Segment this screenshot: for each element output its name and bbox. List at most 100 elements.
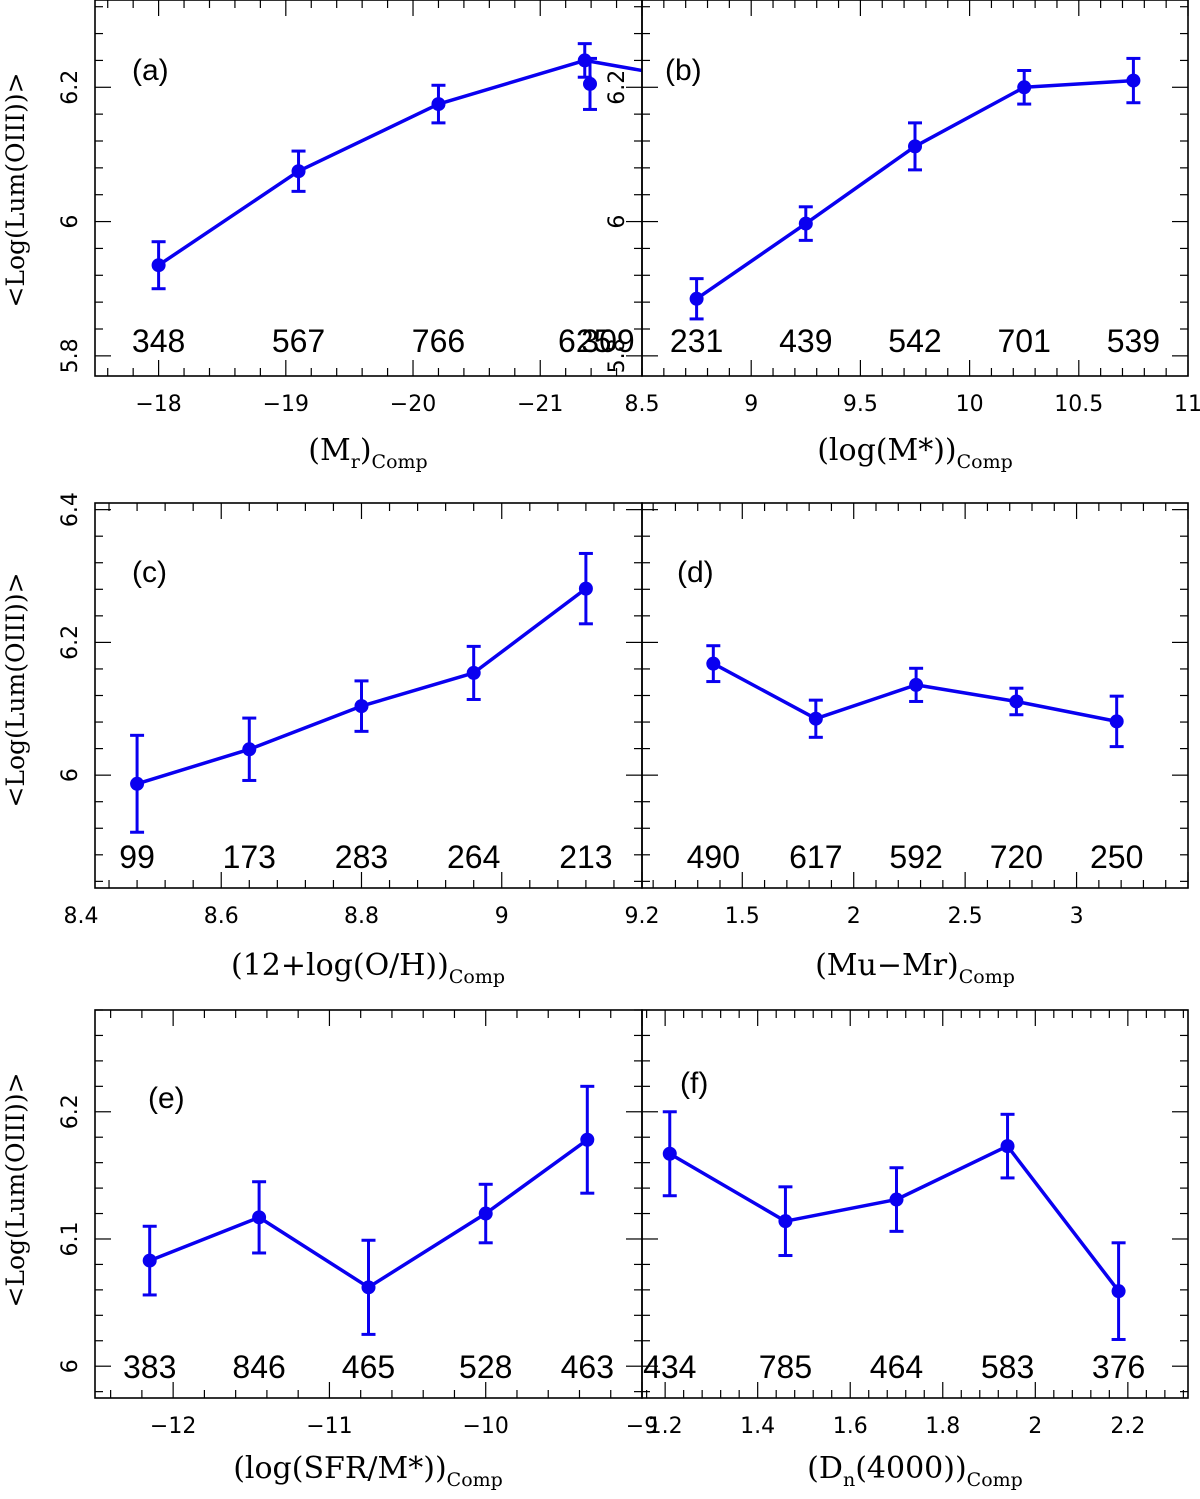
data-point bbox=[1126, 73, 1141, 88]
count-label: 567 bbox=[272, 323, 325, 359]
count-label: 99 bbox=[119, 839, 155, 875]
count-label: 846 bbox=[232, 1349, 285, 1385]
data-point bbox=[778, 1214, 793, 1229]
x-tick-label: 2.5 bbox=[948, 904, 983, 929]
y-tick-label: 5.8 bbox=[605, 338, 630, 373]
y-tick-label: 6 bbox=[58, 215, 83, 229]
chart-panel-3: 8.4 8.6 8.8 9 9.2 6 6.2 6.4 99 173 283 264 213 (c) (12… bbox=[58, 492, 660, 988]
data-point bbox=[1000, 1139, 1015, 1154]
data-point bbox=[909, 677, 924, 692]
x-tick-label: 8.4 bbox=[63, 904, 98, 929]
y-axis-label-row1: <Log(Lum(OIII))> bbox=[1, 72, 30, 307]
panel-label: (f) bbox=[680, 1067, 708, 1100]
plot-frame bbox=[94, 0, 643, 377]
x-axis-label: (Mr)Comp bbox=[308, 433, 427, 473]
data-point bbox=[706, 656, 721, 671]
x-tick-label: 8.5 bbox=[625, 392, 660, 417]
count-label: 465 bbox=[342, 1349, 395, 1385]
count-label: 348 bbox=[132, 323, 185, 359]
x-axis-label: (Dn(4000))Comp bbox=[807, 1451, 1023, 1491]
data-point bbox=[291, 164, 306, 179]
y-tick-label: 6 bbox=[58, 768, 83, 782]
data-point bbox=[1111, 1284, 1126, 1299]
data-point bbox=[130, 776, 145, 791]
count-label: 539 bbox=[1107, 323, 1160, 359]
panel-label: (c) bbox=[132, 556, 167, 589]
data-point bbox=[1009, 694, 1024, 709]
y-tick-label: 5.8 bbox=[58, 338, 83, 373]
x-axis-label: (log(M*))Comp bbox=[817, 433, 1013, 473]
count-label: 434 bbox=[643, 1349, 696, 1385]
data-point bbox=[889, 1192, 904, 1207]
x-tick-label: 8.6 bbox=[204, 904, 239, 929]
count-label: 464 bbox=[870, 1349, 923, 1385]
y-tick-label: 6.1 bbox=[58, 1221, 83, 1256]
panel-label: (a) bbox=[132, 54, 169, 87]
data-point bbox=[908, 139, 922, 154]
x-tick-label: 9 bbox=[495, 904, 509, 929]
count-label: 264 bbox=[447, 839, 500, 875]
count-label: 376 bbox=[1092, 1349, 1145, 1385]
data-point bbox=[361, 1280, 376, 1295]
data-point bbox=[1109, 714, 1124, 729]
x-tick-label: 8.8 bbox=[344, 904, 379, 929]
x-tick-label: 11 bbox=[1174, 392, 1200, 417]
data-point bbox=[354, 699, 369, 714]
count-label: 583 bbox=[981, 1349, 1034, 1385]
count-label: 213 bbox=[559, 839, 612, 875]
count-label: 542 bbox=[888, 323, 941, 359]
count-label: 173 bbox=[223, 839, 276, 875]
count-label: 283 bbox=[335, 839, 388, 875]
plot-frame bbox=[94, 502, 643, 889]
count-label: 309 bbox=[581, 323, 634, 359]
x-tick-label: −11 bbox=[306, 1414, 352, 1439]
x-tick-label: −9 bbox=[626, 1414, 658, 1439]
count-label: 463 bbox=[561, 1349, 614, 1385]
x-axis-label: (Mu−Mr)Comp bbox=[815, 948, 1015, 988]
x-tick-label: 1.2 bbox=[648, 1414, 683, 1439]
x-tick-label: −20 bbox=[390, 392, 436, 417]
data-point bbox=[142, 1253, 157, 1268]
count-label: 231 bbox=[670, 323, 723, 359]
data-point bbox=[151, 258, 166, 273]
series-line bbox=[695, 78, 1134, 301]
chart-panel-4: 1.5 2 2.5 3 490 617 592 720 250 (d) (Mu−Mr)Comp bbox=[641, 502, 1189, 988]
count-label: 383 bbox=[123, 1349, 176, 1385]
x-tick-label: 9.5 bbox=[843, 392, 878, 417]
chart-panel-2: 8.5 9 9.5 10 10.5 11 5.8 6 6.2 231 439 542 701 539 (b)… bbox=[605, 0, 1200, 473]
data-point bbox=[689, 291, 704, 306]
x-tick-label: 9 bbox=[744, 392, 758, 417]
x-tick-label: 1.8 bbox=[925, 1414, 960, 1439]
x-tick-label: −10 bbox=[462, 1414, 508, 1439]
x-tick-label: 1.6 bbox=[833, 1414, 868, 1439]
x-tick-label: 1.4 bbox=[740, 1414, 775, 1439]
y-tick-label: 6.2 bbox=[58, 1094, 83, 1129]
x-tick-label: −12 bbox=[150, 1414, 196, 1439]
y-tick-label: 6.2 bbox=[58, 625, 83, 660]
count-label: 528 bbox=[459, 1349, 512, 1385]
count-label: 617 bbox=[789, 839, 842, 875]
x-tick-label: 10.5 bbox=[1054, 392, 1103, 417]
data-point bbox=[578, 581, 593, 596]
plot-frame bbox=[641, 0, 1189, 377]
count-label: 766 bbox=[412, 323, 465, 359]
x-tick-label: 2 bbox=[1028, 1414, 1042, 1439]
x-axis-label: (12+log(O/H))Comp bbox=[231, 948, 505, 988]
y-tick-label: 6 bbox=[58, 1359, 83, 1373]
count-label: 785 bbox=[759, 1349, 812, 1385]
panel-label: (b) bbox=[665, 54, 702, 87]
x-tick-label: −21 bbox=[517, 392, 563, 417]
y-axis-label-row3: <Log(Lum(OIII))> bbox=[1, 1072, 30, 1307]
count-label: 625 bbox=[558, 323, 611, 359]
data-point bbox=[431, 97, 446, 112]
count-label: 701 bbox=[998, 323, 1051, 359]
count-label: 490 bbox=[687, 839, 740, 875]
x-tick-label: 3 bbox=[1070, 904, 1084, 929]
data-point bbox=[242, 742, 257, 757]
data-point bbox=[798, 216, 813, 231]
x-tick-label: 1.5 bbox=[725, 904, 760, 929]
plot-frame bbox=[94, 1009, 643, 1399]
